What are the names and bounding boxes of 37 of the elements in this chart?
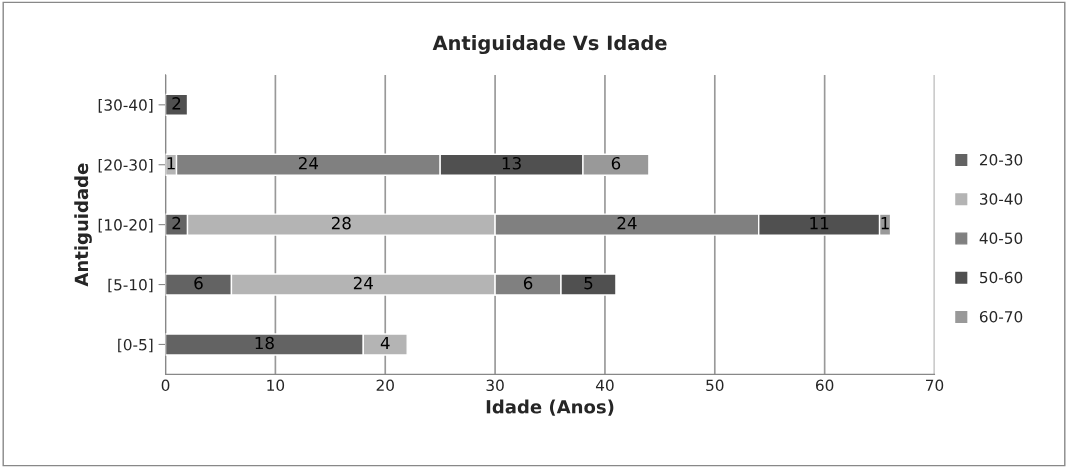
data-label: 6 <box>194 276 203 290</box>
x-axis-title: Idade (Anos) <box>486 399 614 416</box>
data-label: 24 <box>617 216 637 230</box>
data-label: 28 <box>331 216 351 230</box>
data-label: 13 <box>502 156 521 170</box>
data-label: 1 <box>167 157 175 170</box>
data-label: 24 <box>353 276 373 290</box>
legend-label: 60-70 <box>979 310 1023 323</box>
x-tick-label: 40 <box>595 379 614 392</box>
y-tick-label: [10-20] <box>98 218 153 233</box>
data-label: 2 <box>172 97 181 110</box>
y-axis-title: Antiguidade <box>74 163 92 287</box>
x-tick-label: 60 <box>816 379 834 392</box>
y-tick-label: [0-5] <box>118 338 153 353</box>
data-label: 11 <box>810 217 829 230</box>
x-tick-label: 10 <box>267 379 285 392</box>
x-tick-label: 0 <box>161 379 170 392</box>
data-label: 24 <box>298 156 319 170</box>
data-label: 6 <box>611 156 621 170</box>
legend-label: 20-30 <box>979 154 1023 166</box>
y-tick-label: [20-30] <box>98 158 153 173</box>
x-tick-label: 50 <box>706 379 724 392</box>
legend-label: 30-40 <box>980 193 1023 205</box>
chart-title: Antiguidade Vs Idade <box>432 35 667 55</box>
data-label: 5 <box>584 276 593 290</box>
data-label: 6 <box>523 276 533 290</box>
data-label: 4 <box>380 336 390 350</box>
data-label: 18 <box>255 336 274 350</box>
data-label: 2 <box>172 216 181 230</box>
legend-label: 40-50 <box>979 232 1023 245</box>
x-tick-label: 30 <box>486 379 504 392</box>
legend-label: 50-60 <box>980 271 1023 284</box>
data-label: 1 <box>881 217 889 230</box>
x-tick-label: 20 <box>376 379 394 392</box>
x-tick-label: 70 <box>926 379 944 392</box>
y-tick-label: [30-40] <box>98 99 153 113</box>
y-tick-label: [5-10] <box>108 278 153 293</box>
